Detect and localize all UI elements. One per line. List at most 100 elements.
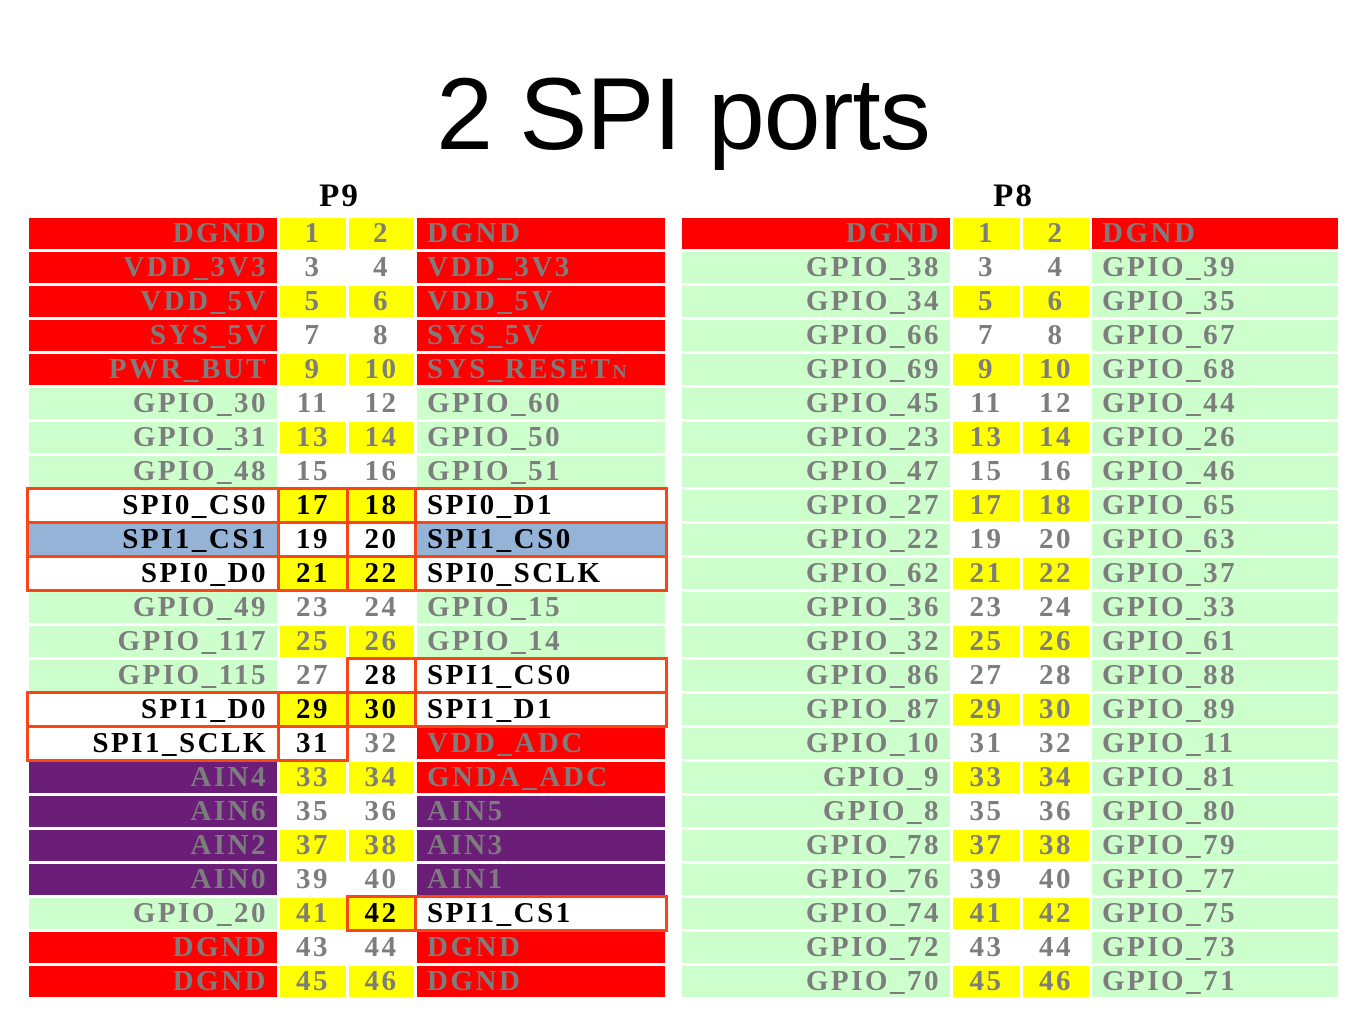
pin-function-cell: GPIO_61 (1092, 626, 1338, 657)
pin-number-cell: 32 (349, 728, 414, 759)
pin-number-cell: 8 (1023, 320, 1089, 351)
pin-number-cell: 46 (1023, 966, 1089, 997)
pin-function-cell: GPIO_34 (682, 286, 950, 317)
slide-title: 2 SPI ports (436, 57, 931, 171)
pin-number-cell: 45 (280, 966, 346, 997)
pin-function-cell: GPIO_30 (29, 388, 277, 419)
pin-function-cell: GPIO_35 (1092, 286, 1338, 317)
pin-function-cell: GPIO_78 (682, 830, 950, 861)
pin-number-cell: 6 (1023, 286, 1089, 317)
pin-number-cell: 28 (1023, 660, 1089, 691)
pin-number-cell: 12 (349, 388, 414, 419)
pin-function-cell: GPIO_77 (1092, 864, 1338, 895)
pin-function-cell: AIN2 (29, 830, 277, 861)
pin-number-cell: 27 (953, 660, 1020, 691)
pin-number-cell: 34 (1023, 762, 1089, 793)
pin-function-cell: DGND (29, 218, 277, 249)
pin-function-cell: GPIO_10 (682, 728, 950, 759)
pin-function-cell: GPIO_71 (1092, 966, 1338, 997)
pin-number-cell: 28 (346, 657, 417, 694)
pin-number-cell: 20 (346, 521, 417, 558)
pin-function-cell: GPIO_63 (1092, 524, 1338, 555)
pin-number-cell: 6 (349, 286, 414, 317)
pin-function-cell: SPI0_D0 (26, 555, 280, 592)
pin-number-cell: 36 (1023, 796, 1089, 827)
pin-number-cell: 7 (953, 320, 1020, 351)
pin-number-cell: 21 (277, 555, 349, 592)
pin-number-cell: 38 (1023, 830, 1089, 861)
pin-function-cell: GPIO_26 (1092, 422, 1338, 453)
pin-function-cell: GPIO_38 (682, 252, 950, 283)
pin-number-cell: 5 (953, 286, 1020, 317)
pin-number-cell: 30 (1023, 694, 1089, 725)
pin-number-cell: 41 (953, 898, 1020, 929)
pin-number-cell: 20 (1023, 524, 1089, 555)
pin-function-cell: GPIO_27 (682, 490, 950, 521)
pin-number-cell: 26 (349, 626, 414, 657)
pin-function-cell: DGND (1092, 218, 1338, 249)
pin-number-cell: 22 (1023, 558, 1089, 589)
pin-number-cell: 44 (349, 932, 414, 963)
pin-function-cell: DGND (29, 966, 277, 997)
pin-function-cell: GPIO_115 (29, 660, 277, 691)
pin-number-cell: 4 (349, 252, 414, 283)
pin-function-cell: GPIO_79 (1092, 830, 1338, 861)
pin-number-cell: 7 (280, 320, 346, 351)
pin-function-cell: DGND (417, 932, 665, 963)
pin-number-cell: 24 (349, 592, 414, 623)
pin-function-cell: GPIO_22 (682, 524, 950, 555)
pin-function-cell: GPIO_66 (682, 320, 950, 351)
pin-number-cell: 26 (1023, 626, 1089, 657)
pin-function-cell: GPIO_80 (1092, 796, 1338, 827)
pin-number-cell: 30 (346, 691, 417, 728)
pin-number-cell: 9 (953, 354, 1020, 385)
pin-number-cell: 43 (953, 932, 1020, 963)
pin-function-cell: SPI1_CS1 (26, 521, 280, 558)
pin-function-cell: SPI1_CS1 (414, 895, 668, 932)
pin-function-cell: GPIO_36 (682, 592, 950, 623)
pin-number-cell: 5 (280, 286, 346, 317)
pin-function-cell: VDD_3V3 (29, 252, 277, 283)
pin-function-cell: GPIO_46 (1092, 456, 1338, 487)
pin-number-cell: 35 (953, 796, 1020, 827)
pin-number-cell: 16 (349, 456, 414, 487)
pin-number-cell: 16 (1023, 456, 1089, 487)
pin-number-cell: 25 (953, 626, 1020, 657)
pin-number-cell: 42 (346, 895, 417, 932)
pin-number-cell: 45 (953, 966, 1020, 997)
pin-function-cell: GPIO_73 (1092, 932, 1338, 963)
pin-number-cell: 36 (349, 796, 414, 827)
pin-number-cell: 10 (1023, 354, 1089, 385)
pin-function-cell: VDD_5V (417, 286, 665, 317)
pin-number-cell: 35 (280, 796, 346, 827)
pin-function-cell: AIN1 (417, 864, 665, 895)
pin-number-cell: 40 (349, 864, 414, 895)
pin-number-cell: 14 (1023, 422, 1089, 453)
pin-function-cell: DGND (417, 966, 665, 997)
pin-function-cell: GPIO_37 (1092, 558, 1338, 589)
pin-number-cell: 29 (277, 691, 349, 728)
pin-number-cell: 23 (953, 592, 1020, 623)
pin-function-cell: AIN0 (29, 864, 277, 895)
pin-function-cell: GPIO_60 (417, 388, 665, 419)
pin-function-cell: GPIO_65 (1092, 490, 1338, 521)
pin-number-cell: 24 (1023, 592, 1089, 623)
pin-function-cell: GPIO_48 (29, 456, 277, 487)
pin-function-cell: DGND (29, 932, 277, 963)
pin-number-cell: 29 (953, 694, 1020, 725)
pin-number-cell: 17 (277, 487, 349, 524)
pin-function-cell: GPIO_44 (1092, 388, 1338, 419)
pin-function-cell: SYS_RESETn (417, 354, 665, 385)
pin-number-cell: 3 (280, 252, 346, 283)
pin-function-cell: GPIO_50 (417, 422, 665, 453)
pin-number-cell: 32 (1023, 728, 1089, 759)
pin-number-cell: 41 (280, 898, 346, 929)
pin-number-cell: 18 (346, 487, 417, 524)
pin-number-cell: 19 (953, 524, 1020, 555)
pin-function-cell: GPIO_89 (1092, 694, 1338, 725)
pin-function-cell: PWR_BUT (29, 354, 277, 385)
pin-function-cell: SPI1_SCLK (26, 725, 280, 762)
pin-function-cell: AIN6 (29, 796, 277, 827)
pin-function-cell: GPIO_72 (682, 932, 950, 963)
